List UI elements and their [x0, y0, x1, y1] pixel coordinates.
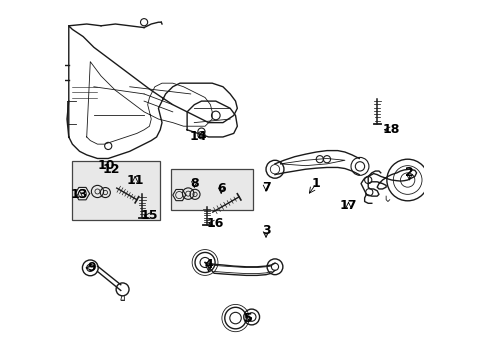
Text: 2: 2: [404, 166, 413, 179]
Text: 8: 8: [190, 177, 198, 190]
Bar: [171, 169, 253, 211]
Text: 17: 17: [339, 199, 357, 212]
Text: 13: 13: [71, 188, 88, 201]
Text: 7: 7: [261, 181, 270, 194]
Text: 18: 18: [381, 123, 399, 136]
Text: 14: 14: [189, 130, 206, 144]
Bar: [72, 161, 159, 220]
Text: 1: 1: [311, 177, 320, 190]
Text: 9: 9: [88, 261, 96, 274]
Text: 6: 6: [217, 183, 225, 195]
Text: 12: 12: [102, 163, 120, 176]
Text: 3: 3: [261, 224, 270, 237]
Text: 10: 10: [98, 159, 115, 172]
Text: 11: 11: [126, 174, 143, 186]
Text: 5: 5: [243, 311, 252, 325]
Text: 15: 15: [141, 210, 158, 222]
Text: 16: 16: [206, 216, 224, 230]
Text: 4: 4: [204, 258, 213, 271]
